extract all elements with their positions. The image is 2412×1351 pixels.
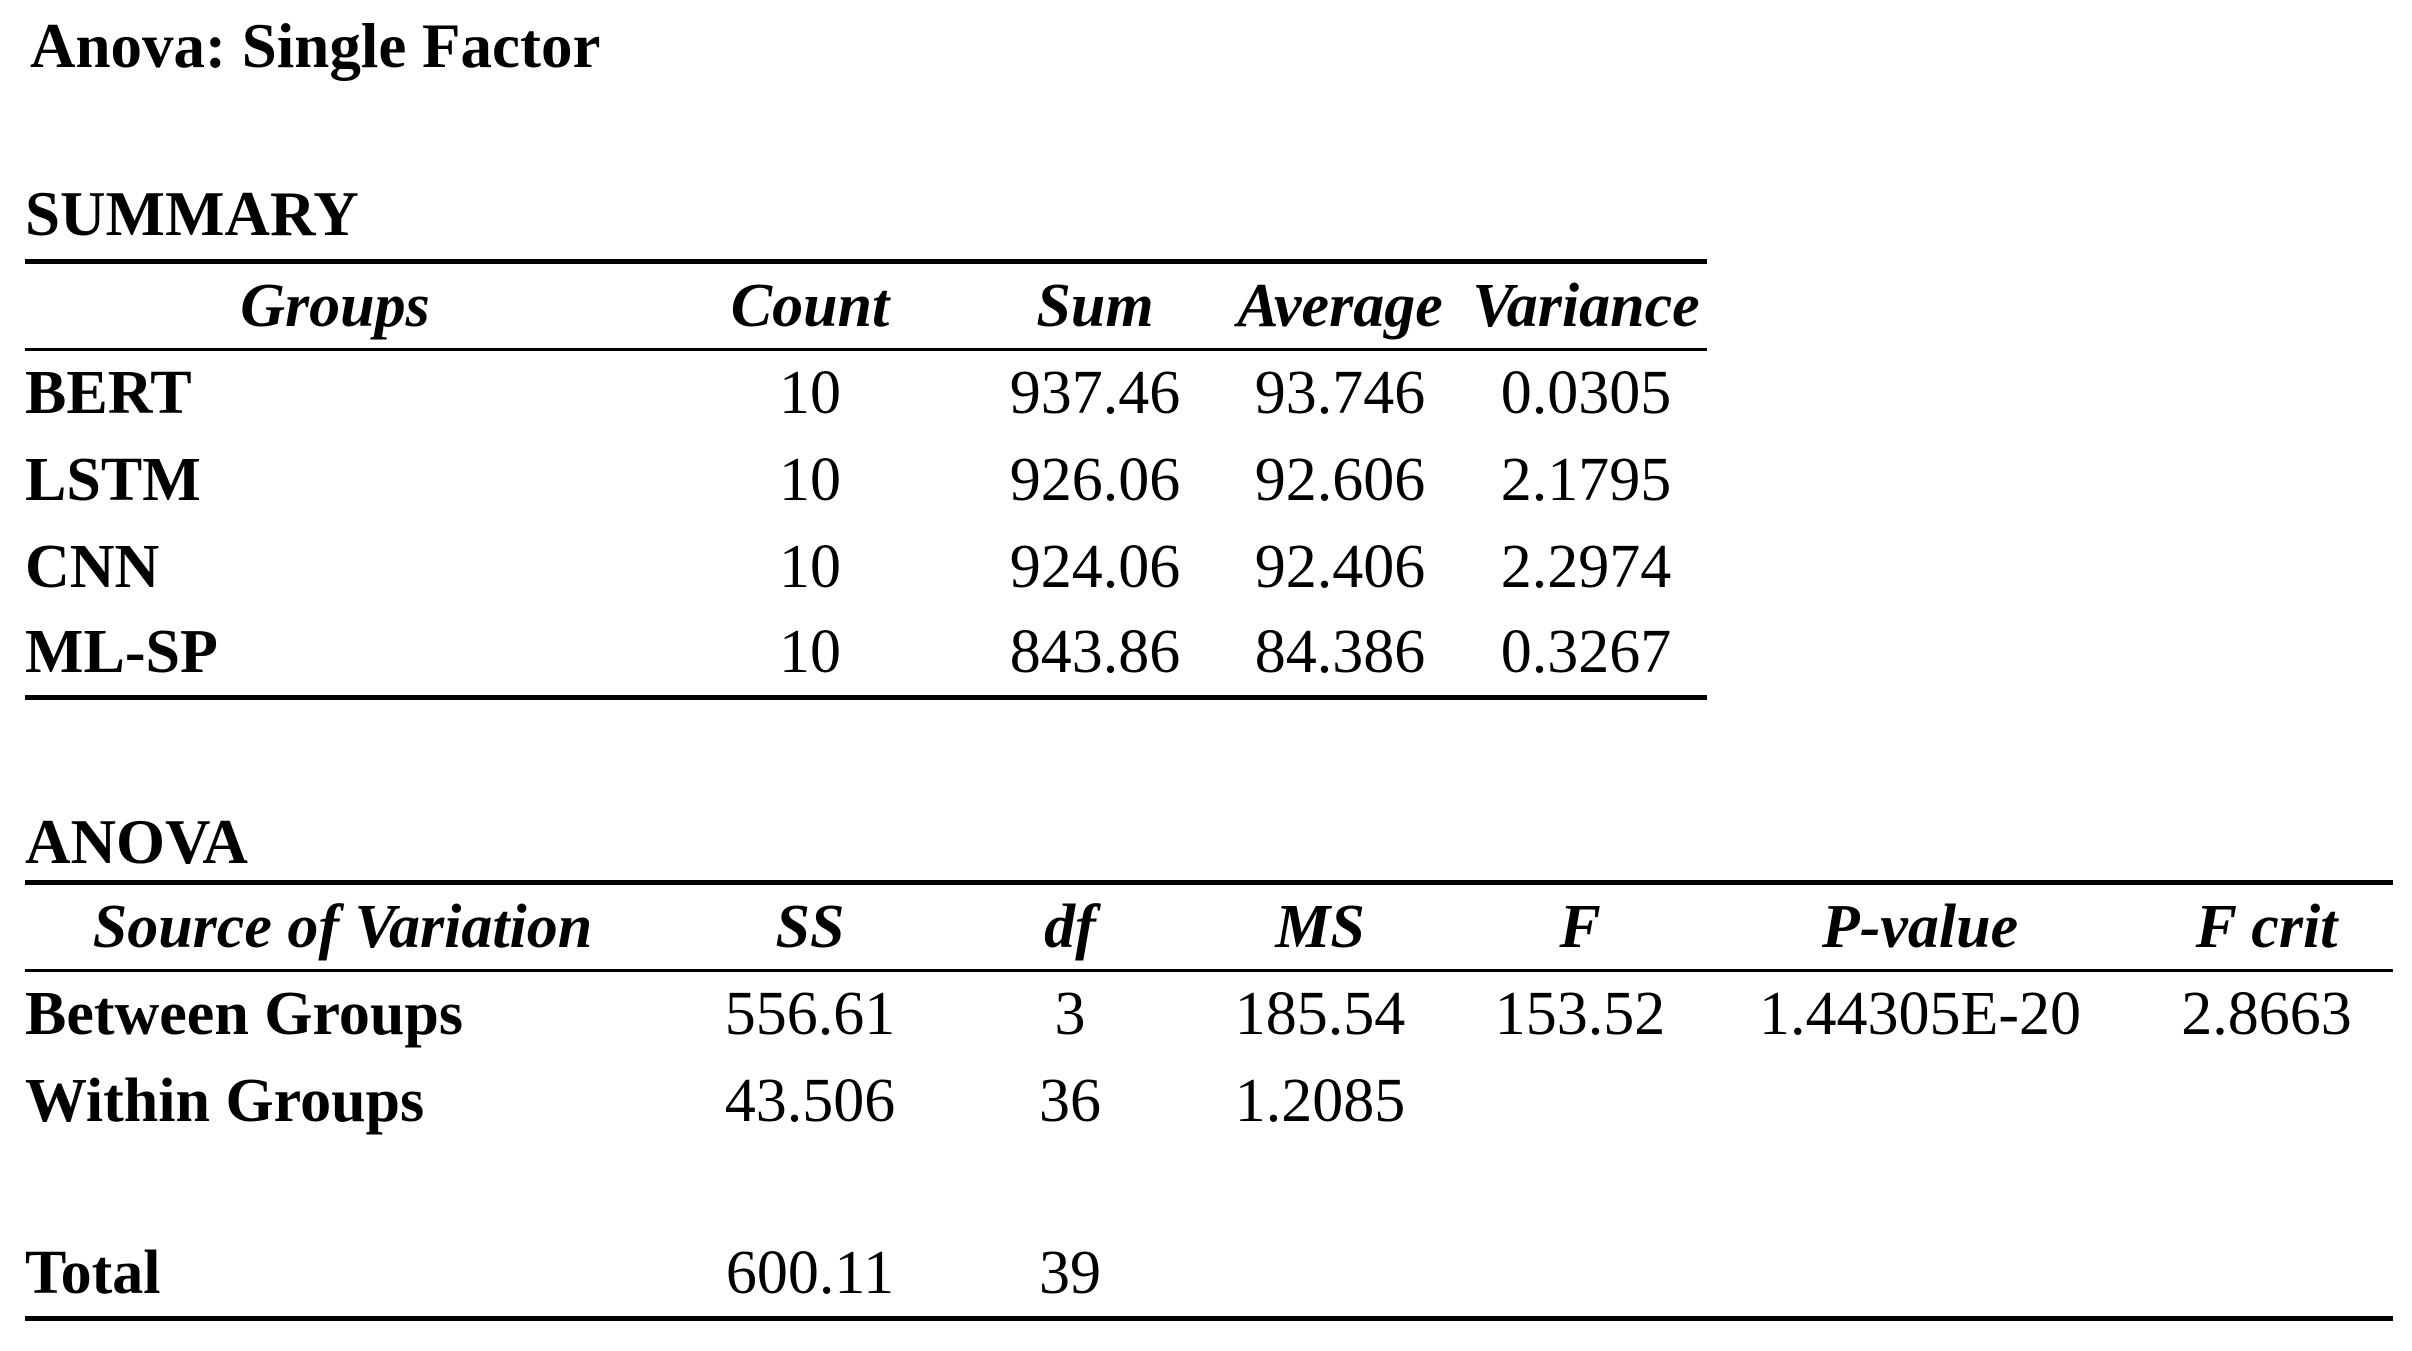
sum-cell: 926.06 (1009, 445, 1181, 514)
average-cell: 92.606 (1254, 445, 1426, 514)
average-cell: 93.746 (1254, 359, 1426, 428)
summary-header-average: Average (1215, 261, 1465, 351)
summary-row-lstm: LSTM 10 926.06 92.606 2.1795 (25, 437, 1707, 524)
ss-cell (660, 1145, 960, 1232)
anova-row-between-groups: Between Groups 556.61 3 185.54 153.52 1.… (25, 971, 2393, 1058)
anova-header-df: df (960, 882, 1180, 972)
summary-header-variance: Variance (1465, 261, 1707, 351)
anova-row-within-groups: Within Groups 43.506 36 1.2085 (25, 1058, 2393, 1145)
anova-header-fcrit: F crit (2140, 882, 2393, 972)
f-cell (1460, 1232, 1700, 1319)
fcrit-cell: 2.8663 (2181, 980, 2352, 1049)
anova-header-f: F (1460, 882, 1700, 972)
ms-cell (1180, 1145, 1460, 1232)
summary-row-bert: BERT 10 937.46 93.746 0.0305 (25, 350, 1707, 437)
average-cell: 92.406 (1254, 532, 1426, 601)
source-name-cell: Total (25, 1239, 161, 1308)
variance-cell: 0.0305 (1500, 359, 1672, 428)
summary-header-count: Count (645, 261, 975, 351)
page-title: Anova: Single Factor (30, 11, 601, 81)
df-cell: 36 (1039, 1066, 1101, 1135)
anova-row-total: Total 600.11 39 (25, 1232, 2393, 1319)
fcrit-cell (2140, 1145, 2393, 1232)
fcrit-cell (2140, 1232, 2393, 1319)
anova-table: Source of Variation SS df MS F P-value F… (25, 880, 2393, 1321)
ss-cell: 600.11 (725, 1239, 895, 1308)
df-cell (960, 1145, 1180, 1232)
f-cell: 153.52 (1494, 980, 1666, 1049)
count-cell: 10 (779, 532, 841, 601)
f-cell (1460, 1145, 1700, 1232)
group-name-cell: LSTM (25, 445, 201, 514)
df-cell: 3 (1054, 980, 1086, 1049)
anova-header-ms: MS (1180, 882, 1460, 972)
ms-cell (1180, 1232, 1460, 1319)
fcrit-cell (2140, 1058, 2393, 1145)
sum-cell: 924.06 (1009, 532, 1181, 601)
summary-header-row: Groups Count Sum Average Variance (25, 261, 1707, 351)
pvalue-cell: 1.44305E-20 (1758, 980, 2082, 1049)
anova-header-source: Source of Variation (25, 882, 660, 972)
variance-cell: 2.2974 (1500, 532, 1672, 601)
summary-header-groups: Groups (25, 261, 645, 351)
summary-section-label: SUMMARY (25, 179, 359, 249)
ss-cell: 556.61 (724, 980, 896, 1049)
anova-header-pvalue: P-value (1700, 882, 2140, 972)
summary-row-mlsp: ML-SP 10 843.86 84.386 0.3267 (25, 611, 1707, 698)
summary-table: Groups Count Sum Average Variance BERT 1… (25, 259, 1707, 700)
source-name-cell (25, 1145, 660, 1232)
variance-cell: 0.3267 (1500, 618, 1672, 687)
ss-cell: 43.506 (724, 1066, 896, 1135)
summary-header-sum: Sum (975, 261, 1215, 351)
sum-cell: 843.86 (1009, 618, 1181, 687)
variance-cell: 2.1795 (1500, 445, 1672, 514)
f-cell (1460, 1058, 1700, 1145)
anova-header-ss: SS (660, 882, 960, 972)
pvalue-cell (1700, 1058, 2140, 1145)
df-cell: 39 (1039, 1239, 1101, 1308)
group-name-cell: ML-SP (25, 618, 218, 687)
summary-row-cnn: CNN 10 924.06 92.406 2.2974 (25, 524, 1707, 611)
source-name-cell: Between Groups (25, 980, 464, 1049)
sum-cell: 937.46 (1009, 359, 1181, 428)
group-name-cell: BERT (25, 359, 192, 428)
anova-header-row: Source of Variation SS df MS F P-value F… (25, 882, 2393, 972)
average-cell: 84.386 (1254, 618, 1426, 687)
anova-row-spacer (25, 1145, 2393, 1232)
ms-cell: 1.2085 (1234, 1066, 1406, 1135)
pvalue-cell (1700, 1145, 2140, 1232)
group-name-cell: CNN (25, 532, 160, 601)
anova-section-label: ANOVA (25, 807, 248, 877)
source-name-cell: Within Groups (25, 1066, 425, 1135)
pvalue-cell (1700, 1232, 2140, 1319)
ms-cell: 185.54 (1234, 980, 1406, 1049)
count-cell: 10 (779, 618, 841, 687)
count-cell: 10 (779, 359, 841, 428)
count-cell: 10 (779, 445, 841, 514)
